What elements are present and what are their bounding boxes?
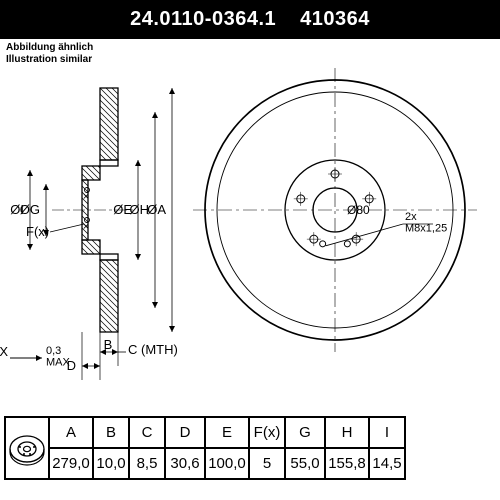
col-C: C (129, 417, 165, 448)
col-I: I (369, 417, 405, 448)
svg-text:ØA: ØA (147, 202, 166, 217)
svg-text:2x: 2x (405, 211, 417, 223)
col-E: E (205, 417, 249, 448)
val-C: 8,5 (129, 448, 165, 479)
front-view: Ø80 2xM8x1,25 (193, 68, 477, 352)
val-E: 100,0 (205, 448, 249, 479)
dimension-table: ABCDEF(x)GHI 279,010,08,530,6100,0555,01… (4, 416, 406, 480)
short-code: 410364 (300, 8, 370, 30)
part-number: 24.0110-0364.1 (130, 8, 276, 30)
val-I: 14,5 (369, 448, 405, 479)
val-H: 155,8 (325, 448, 369, 479)
col-F(x): F(x) (249, 417, 285, 448)
col-A: A (49, 417, 93, 448)
svg-text:X: X (0, 344, 8, 359)
col-D: D (165, 417, 205, 448)
svg-text:0,3: 0,3 (46, 345, 61, 357)
svg-text:MAX: MAX (46, 357, 71, 369)
svg-text:×: × (83, 191, 89, 203)
col-H: H (325, 417, 369, 448)
header-bar: 24.0110-0364.1 410364 (0, 0, 500, 39)
svg-text:F(x): F(x) (26, 224, 49, 239)
disc-icon-cell (5, 417, 49, 479)
technical-drawing: Ø802xM8x1,25 ×× ØIØGØEØHØAF(x)BC (MTH)DX… (0, 40, 500, 380)
svg-text:M8x1,25: M8x1,25 (405, 223, 447, 235)
svg-text:C (MTH): C (MTH) (128, 342, 178, 357)
val-F(x): 5 (249, 448, 285, 479)
table-header-row: ABCDEF(x)GHI (5, 417, 405, 448)
svg-text:×: × (83, 221, 89, 233)
svg-text:ØG: ØG (20, 202, 40, 217)
val-D: 30,6 (165, 448, 205, 479)
brake-disc-icon (6, 427, 48, 469)
val-G: 55,0 (285, 448, 325, 479)
svg-text:Ø80: Ø80 (347, 203, 370, 217)
val-A: 279,0 (49, 448, 93, 479)
dimension-labels: ØIØGØEØHØAF(x)BC (MTH)DX0,3MAX (0, 88, 178, 380)
val-B: 10,0 (93, 448, 129, 479)
table-value-row: 279,010,08,530,6100,0555,0155,814,5 (5, 448, 405, 479)
col-B: B (93, 417, 129, 448)
svg-text:ØH: ØH (130, 202, 150, 217)
col-G: G (285, 417, 325, 448)
